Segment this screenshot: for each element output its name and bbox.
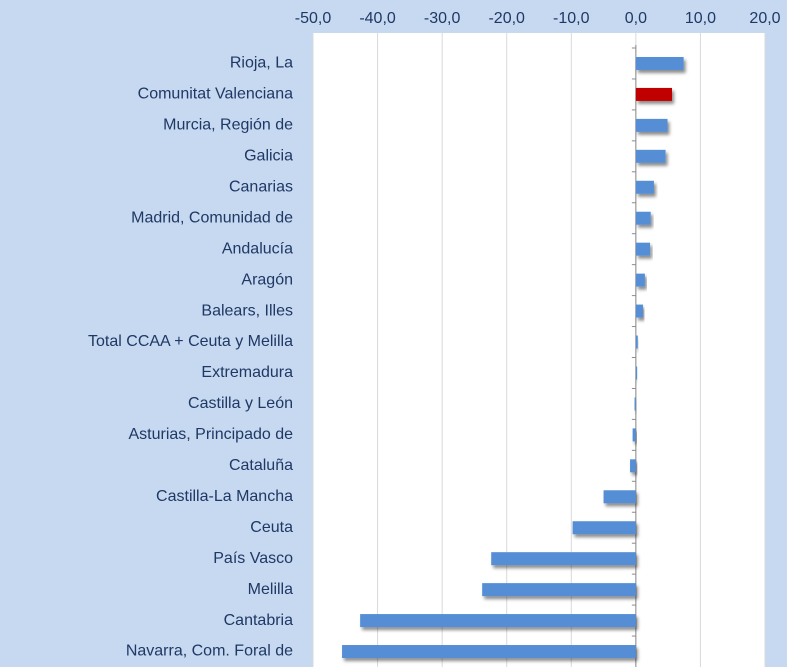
bar <box>360 614 636 628</box>
x-tick-label: -20,0 <box>488 10 525 27</box>
bar <box>634 397 636 411</box>
y-tick-label: Andalucía <box>222 240 293 257</box>
y-tick-label: Aragón <box>241 271 293 288</box>
bar <box>635 211 651 225</box>
bar <box>491 552 636 566</box>
y-tick-label: País Vasco <box>213 550 293 567</box>
bar <box>635 366 638 380</box>
bar <box>632 428 636 442</box>
bar <box>635 180 654 194</box>
x-tick-label: -10,0 <box>553 10 590 27</box>
y-tick-label: Castilla y León <box>188 395 293 412</box>
bar <box>635 304 643 318</box>
bar <box>635 56 684 70</box>
y-tick-label: Castilla-La Mancha <box>156 488 293 505</box>
bar <box>635 87 673 101</box>
y-tick-label: Galicia <box>244 148 293 165</box>
x-tick-label: 10,0 <box>685 10 716 27</box>
x-tick-label: 0,0 <box>625 10 647 27</box>
bar <box>635 242 651 256</box>
bar <box>603 490 636 504</box>
y-tick-label: Comunitat Valenciana <box>138 86 293 103</box>
y-tick-label: Canarias <box>229 178 293 195</box>
x-tick-label: -30,0 <box>424 10 461 27</box>
y-tick-label: Balears, Illes <box>201 302 293 319</box>
bar <box>635 149 666 163</box>
bar <box>572 521 636 535</box>
bar <box>635 335 638 349</box>
y-tick-label: Cantabria <box>224 612 293 629</box>
bar <box>635 118 668 132</box>
plot-area <box>313 33 765 667</box>
y-tick-label: Melilla <box>248 581 293 598</box>
bar <box>630 459 636 473</box>
x-tick-label: -50,0 <box>295 10 332 27</box>
y-tick-label: Cataluña <box>229 457 293 474</box>
bar <box>635 273 645 287</box>
y-tick-label: Ceuta <box>250 519 293 536</box>
y-tick-label: Total CCAA + Ceuta y Melilla <box>88 333 293 350</box>
bar <box>482 583 636 597</box>
y-tick-label: Asturias, Principado de <box>128 426 293 443</box>
x-tick-label: 20,0 <box>749 10 780 27</box>
y-tick-label: Murcia, Región de <box>163 117 293 134</box>
y-tick-label: Madrid, Comunidad de <box>131 209 293 226</box>
y-tick-label: Navarra, Com. Foral de <box>126 643 293 660</box>
y-tick-label: Rioja, La <box>230 55 293 72</box>
bar <box>342 645 636 659</box>
y-tick-label: Extremadura <box>201 364 293 381</box>
x-tick-label: -40,0 <box>359 10 396 27</box>
